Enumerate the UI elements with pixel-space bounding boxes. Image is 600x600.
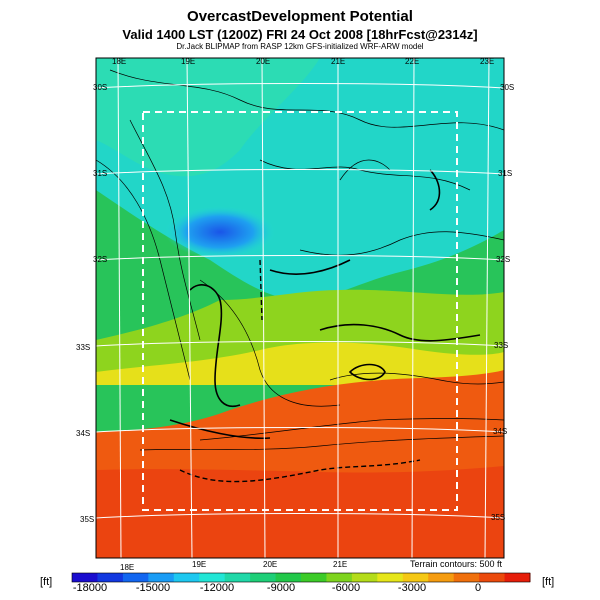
colorbar-swatch (72, 573, 98, 582)
terrain-contour-note: Terrain contours: 500 ft (410, 559, 503, 569)
lat-label: 33S (76, 343, 90, 352)
colorbar-swatch (402, 573, 429, 582)
lat-label: 32S (496, 255, 510, 264)
colorbar-swatch (122, 573, 149, 582)
lon-label: 23E (480, 57, 494, 66)
lon-labels-top: 18E 19E 20E 21E 22E 23E (112, 57, 494, 66)
lat-labels-left: 30S 31S 32S 33S 34S 35S (76, 83, 107, 524)
lat-label: 34S (493, 427, 507, 436)
province-boundaries (179, 259, 421, 483)
lat-label: 31S (93, 169, 107, 178)
colorbar-tick: -9000 (267, 582, 295, 594)
lon-label: 18E (120, 563, 134, 572)
lat-label: 35S (80, 515, 94, 524)
colorbar-swatch (326, 573, 353, 582)
lat-label: 30S (93, 83, 107, 92)
lon-label: 19E (192, 560, 206, 569)
colorbar-swatch (224, 573, 251, 582)
colorbar-unit-left: [ft] (40, 576, 53, 588)
field-red (96, 466, 504, 558)
colorbar-swatch (301, 573, 327, 582)
lat-label: 34S (76, 429, 90, 438)
colorbar-swatch (453, 573, 480, 582)
lon-label: 21E (333, 560, 347, 569)
thick-contours (169, 169, 481, 440)
colorbar-ticks: -18000 -15000 -12000 -9000 -6000 -3000 0 (73, 582, 481, 594)
field-layer (96, 58, 504, 558)
lat-label: 32S (93, 255, 107, 264)
chart-title: OvercastDevelopment Potential (187, 8, 413, 25)
colorbar-swatch (173, 573, 200, 582)
colorbar-tick: -15000 (136, 582, 170, 594)
colorbar-swatch (504, 573, 531, 582)
valid-time-line: Valid 1400 LST (1200Z) FRI 24 Oct 2008 [… (122, 27, 478, 42)
colorbar-frame (71, 572, 531, 583)
colorbar-tick: -18000 (73, 582, 107, 594)
colorbar-swatch (479, 573, 506, 582)
map-frame (95, 57, 505, 559)
colorbar-swatch (148, 573, 175, 582)
model-source-line: Dr.Jack BLIPMAP from RASP 12km GFS-initi… (176, 42, 424, 51)
colorbar-swatch (199, 573, 226, 582)
lon-label: 20E (256, 57, 270, 66)
field-cyan-light (96, 58, 320, 177)
domain-boundary (142, 111, 458, 511)
colorbar-tick: -12000 (200, 582, 234, 594)
lon-labels-bottom: 18E 19E 20E 21E (120, 560, 347, 572)
colorbar (71, 572, 531, 583)
colorbar-tick: 0 (475, 582, 481, 594)
lat-label: 35S (491, 513, 505, 522)
colorbar-swatch (377, 573, 404, 582)
colorbar-tick: -6000 (332, 582, 360, 594)
colorbar-unit-right: [ft] (542, 576, 555, 588)
colorbar-tick: -3000 (398, 582, 426, 594)
lon-label: 18E (112, 57, 126, 66)
lon-label: 21E (331, 57, 345, 66)
colorbar-swatch (351, 573, 378, 582)
lon-label: 19E (181, 57, 195, 66)
colorbar-swatch (275, 573, 302, 582)
lat-label: 31S (498, 169, 512, 178)
lon-label: 22E (405, 57, 419, 66)
lon-label: 20E (263, 560, 277, 569)
lat-label: 33S (494, 341, 508, 350)
colorbar-swatch (97, 573, 124, 582)
colorbar-swatch (428, 573, 455, 582)
colorbar-swatch (250, 573, 277, 582)
field-blue-core (165, 206, 275, 258)
lat-label: 30S (500, 83, 514, 92)
lat-labels-right: 30S 31S 32S 33S 34S 35S (491, 83, 514, 522)
